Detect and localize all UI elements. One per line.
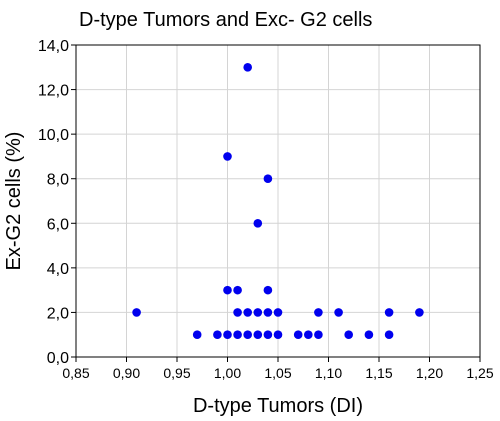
x-axis-label: D-type Tumors (DI)	[193, 395, 363, 417]
data-point	[223, 285, 232, 295]
data-points	[132, 62, 424, 340]
y-tick-labels: 0,0 2,0 4,0 6,0 8,0 10,0 12,0 14,0	[38, 38, 69, 367]
y-tick-label: 10,0	[38, 127, 69, 144]
x-tick-label: 1,00	[214, 365, 241, 381]
y-tick-label: 2,0	[47, 305, 69, 322]
y-tick-label: 14,0	[38, 38, 69, 55]
x-tick-label: 0,95	[163, 365, 190, 381]
data-point	[223, 152, 232, 161]
data-point	[243, 330, 252, 340]
y-tick-label: 8,0	[47, 172, 69, 189]
data-point	[253, 308, 263, 317]
data-point	[263, 174, 273, 184]
data-point	[233, 330, 242, 340]
data-point	[243, 308, 252, 317]
data-point	[334, 308, 343, 317]
data-point	[384, 308, 394, 317]
data-point	[253, 330, 263, 340]
y-tick-label: 12,0	[38, 83, 69, 100]
data-point	[384, 330, 394, 340]
data-point	[213, 330, 222, 340]
data-point	[293, 330, 303, 340]
data-point	[253, 218, 263, 228]
data-point	[132, 308, 141, 317]
y-axis-label: Ex-G2 cells (%)	[3, 132, 25, 271]
data-point	[314, 330, 323, 340]
data-point	[273, 330, 283, 340]
data-point	[233, 308, 242, 317]
x-tick-label: 0,90	[113, 365, 140, 381]
data-point	[223, 330, 232, 340]
y-tick-label: 6,0	[47, 216, 69, 233]
y-tick-label: 4,0	[47, 261, 69, 278]
data-point	[364, 330, 374, 340]
x-tick-label: 1,25	[466, 365, 493, 381]
x-tick-label: 1,05	[264, 365, 291, 381]
data-point	[314, 308, 323, 317]
data-point	[192, 330, 202, 340]
data-point	[344, 330, 354, 340]
data-point	[263, 308, 273, 317]
x-tick-label: 1,10	[315, 365, 342, 381]
data-point	[233, 285, 242, 295]
x-tick-label: 1,15	[365, 365, 392, 381]
x-tick-label: 1,20	[416, 365, 443, 381]
x-tick-labels: 0,85 0,90 0,95 1,00 1,05 1,10 1,15 1,20 1,25	[62, 365, 493, 381]
y-tick-label: 0,0	[47, 350, 69, 367]
data-point	[415, 308, 424, 317]
data-point	[273, 308, 283, 317]
data-point	[304, 330, 313, 340]
data-point	[263, 330, 273, 340]
axis-ticks	[71, 44, 481, 362]
grid-lines	[76, 45, 480, 357]
data-point	[263, 285, 273, 295]
x-tick-label: 0,85	[62, 365, 89, 381]
chart-title: D-type Tumors and Exc- G2 cells	[79, 9, 372, 31]
data-point	[243, 62, 252, 72]
